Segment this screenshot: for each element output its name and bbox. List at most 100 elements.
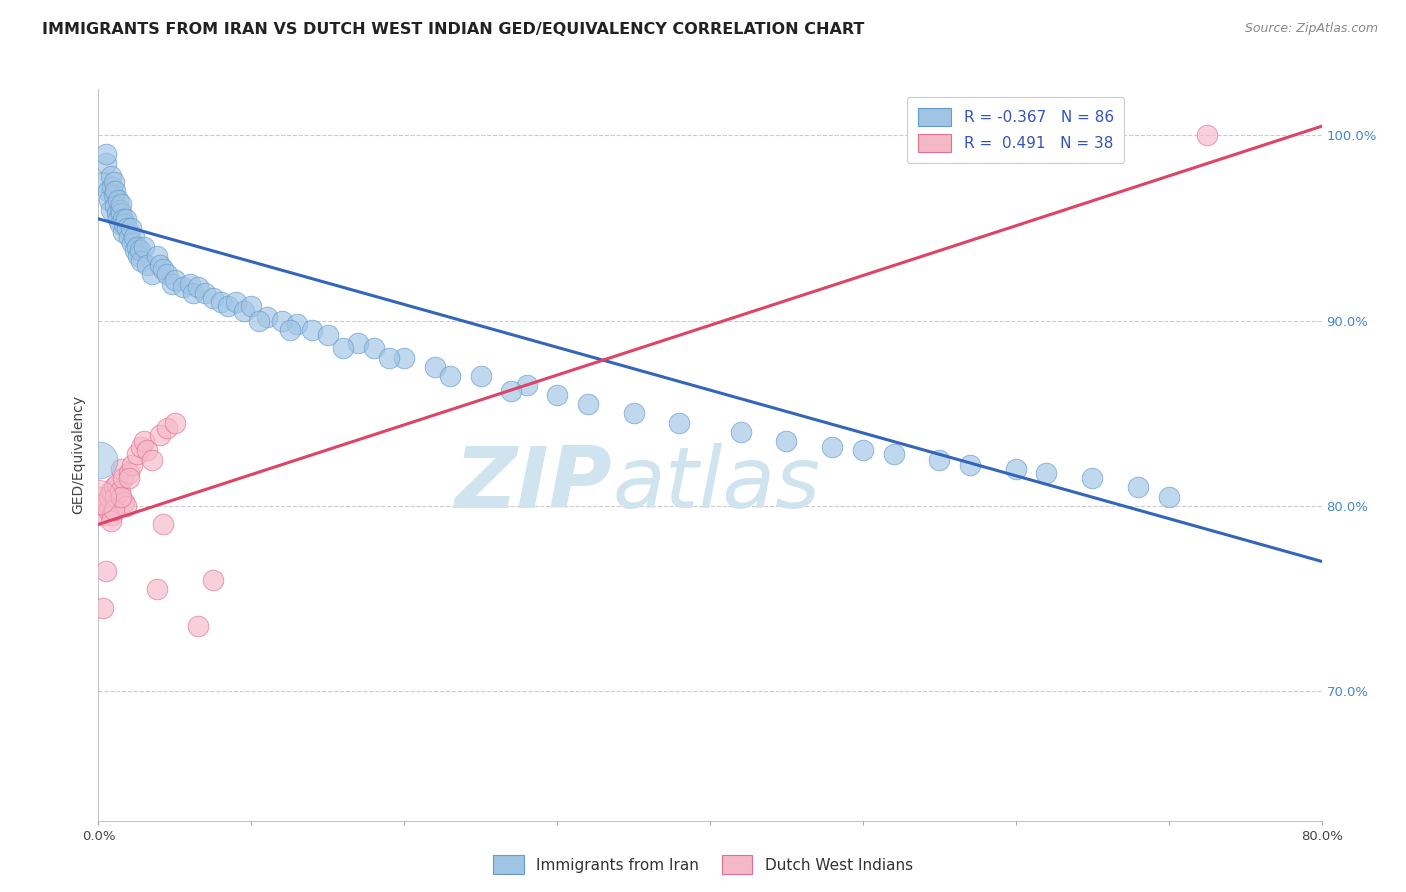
Point (91, 508, 114, 522)
Point (1128, 480, 1150, 494)
Point (332, 342, 354, 356)
Point (187, 619, 209, 633)
Point (232, 304, 254, 318)
Point (959, 458, 981, 472)
Point (363, 342, 385, 356)
Point (516, 378, 538, 392)
Text: atlas: atlas (612, 442, 820, 525)
Point (392, 351, 416, 365)
Point (1081, 471, 1104, 485)
Point (93, 499, 115, 513)
Point (134, 239, 156, 253)
Legend: Immigrants from Iran, Dutch West Indians: Immigrants from Iran, Dutch West Indians (486, 849, 920, 880)
Point (1195, 128, 1218, 143)
Point (134, 434, 156, 448)
Point (121, 458, 143, 472)
Point (240, 299, 263, 313)
Point (141, 268, 163, 282)
Point (160, 277, 183, 291)
Point (89, 490, 111, 504)
Point (100, 483, 122, 498)
Point (152, 261, 174, 276)
Point (125, 447, 148, 461)
Legend: R = -0.367   N = 86, R =  0.491   N = 38: R = -0.367 N = 86, R = 0.491 N = 38 (907, 97, 1125, 163)
Point (100, 202, 122, 217)
Point (101, 508, 124, 522)
Point (439, 369, 461, 384)
Point (101, 180, 124, 194)
Point (118, 466, 141, 480)
Point (883, 447, 905, 461)
Point (775, 434, 797, 448)
Point (111, 211, 134, 226)
Point (103, 502, 125, 516)
Point (149, 428, 172, 442)
Point (156, 421, 179, 435)
Point (1035, 466, 1057, 480)
Point (110, 206, 132, 220)
Point (104, 184, 127, 198)
Point (127, 249, 149, 263)
Point (125, 239, 148, 253)
Point (217, 299, 239, 313)
Point (90, 490, 112, 504)
Point (202, 292, 225, 306)
Point (730, 425, 752, 439)
Point (110, 490, 132, 504)
Text: ZIP: ZIP (454, 442, 612, 525)
Point (172, 280, 194, 294)
Point (115, 499, 138, 513)
Point (97, 502, 120, 516)
Text: Source: ZipAtlas.com: Source: ZipAtlas.com (1244, 22, 1378, 36)
Point (623, 406, 645, 420)
Point (470, 369, 492, 384)
Point (821, 440, 844, 454)
Point (112, 495, 135, 509)
Point (149, 258, 172, 272)
Point (546, 388, 568, 402)
Point (120, 221, 142, 235)
Point (256, 310, 278, 324)
Point (225, 295, 247, 310)
Point (100, 514, 122, 528)
Point (111, 225, 134, 239)
Point (118, 230, 141, 244)
Point (179, 277, 201, 291)
Point (194, 285, 217, 300)
Point (103, 480, 125, 494)
Point (423, 359, 446, 374)
Point (928, 452, 950, 467)
Point (98, 490, 121, 504)
Point (112, 218, 135, 232)
Point (107, 194, 129, 208)
Point (105, 476, 128, 491)
Point (278, 323, 301, 337)
Point (152, 517, 174, 532)
Point (163, 273, 186, 287)
Point (247, 313, 270, 327)
Text: IMMIGRANTS FROM IRAN VS DUTCH WEST INDIAN GED/EQUIVALENCY CORRELATION CHART: IMMIGRANTS FROM IRAN VS DUTCH WEST INDIA… (42, 22, 865, 37)
Point (98, 194, 121, 208)
Point (128, 244, 150, 258)
Point (316, 328, 339, 343)
Point (91, 175, 114, 189)
Point (347, 335, 370, 350)
Point (301, 323, 323, 337)
Point (108, 483, 131, 498)
Point (209, 295, 232, 310)
Point (105, 206, 128, 220)
Point (94, 564, 117, 578)
Point (156, 268, 179, 282)
Point (129, 254, 152, 268)
Point (115, 211, 138, 226)
Point (852, 443, 875, 458)
Point (163, 416, 186, 430)
Point (145, 582, 167, 597)
Point (121, 235, 143, 250)
Point (110, 197, 132, 211)
Point (141, 452, 163, 467)
Point (1004, 462, 1026, 476)
Point (136, 258, 159, 272)
Point (100, 169, 122, 184)
Point (129, 440, 152, 454)
